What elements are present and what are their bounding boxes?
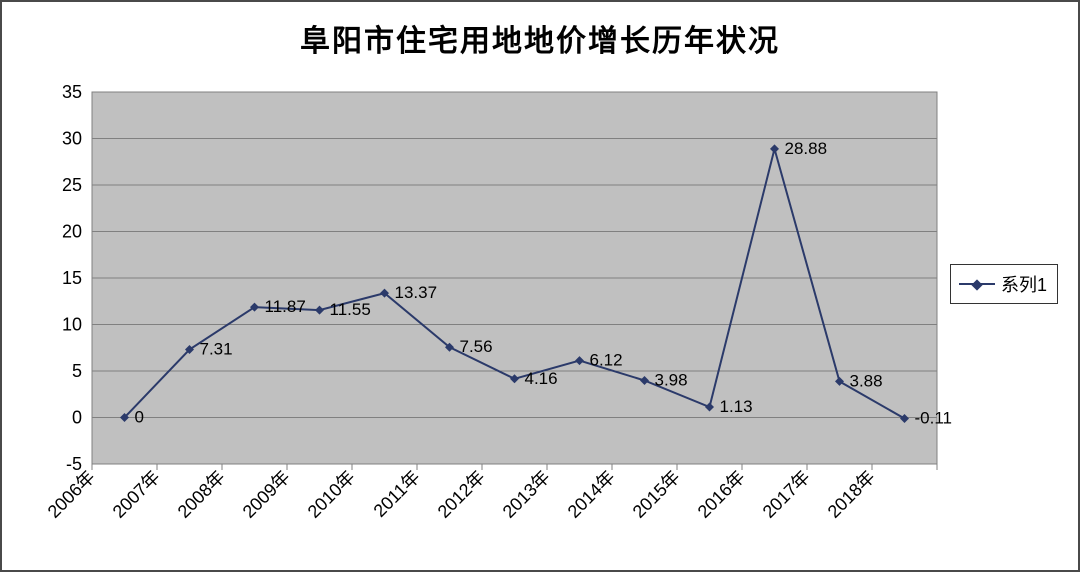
data-label: 0 <box>135 408 144 427</box>
x-tick-label: 2010年 <box>304 467 359 522</box>
legend: 系列1 <box>950 264 1058 304</box>
x-tick-label: 2018年 <box>824 467 879 522</box>
x-tick-label: 2009年 <box>239 467 294 522</box>
y-tick-label: 20 <box>62 222 82 242</box>
data-label: 13.37 <box>395 283 438 302</box>
y-tick-label: 10 <box>62 315 82 335</box>
x-tick-label: 2015年 <box>629 467 684 522</box>
x-tick-label: 2013年 <box>499 467 554 522</box>
data-label: 6.12 <box>590 351 623 370</box>
x-tick-label: 2007年 <box>109 467 164 522</box>
data-label: 4.16 <box>525 369 558 388</box>
legend-series-label: 系列1 <box>1001 271 1047 297</box>
y-tick-label: 35 <box>62 82 82 102</box>
x-tick-label: 2014年 <box>564 467 619 522</box>
data-label: 11.55 <box>330 300 371 319</box>
legend-marker <box>959 283 995 285</box>
data-label: 28.88 <box>785 139 828 158</box>
x-tick-label: 2016年 <box>694 467 749 522</box>
data-label: 1.13 <box>720 397 753 416</box>
x-tick-label: 2017年 <box>759 467 814 522</box>
data-label: -0.11 <box>915 409 953 428</box>
line-chart: -5051015202530352006年2007年2008年2009年2010… <box>2 52 1080 572</box>
x-tick-label: 2012年 <box>434 467 489 522</box>
y-tick-label: 0 <box>72 408 82 428</box>
x-tick-label: 2006年 <box>44 467 99 522</box>
data-label: 11.87 <box>265 297 306 316</box>
data-label: 3.88 <box>850 371 883 390</box>
data-label: 7.31 <box>200 340 233 359</box>
y-tick-label: 15 <box>62 268 82 288</box>
chart-container: 阜阳市住宅用地地价增长历年状况 -5051015202530352006年200… <box>0 0 1080 572</box>
y-tick-label: 25 <box>62 175 82 195</box>
data-label: 3.98 <box>655 370 688 389</box>
data-label: 7.56 <box>460 337 493 356</box>
x-tick-label: 2011年 <box>370 467 424 521</box>
y-tick-label: 5 <box>72 361 82 381</box>
y-tick-label: 30 <box>62 129 82 149</box>
x-tick-label: 2008年 <box>174 467 229 522</box>
